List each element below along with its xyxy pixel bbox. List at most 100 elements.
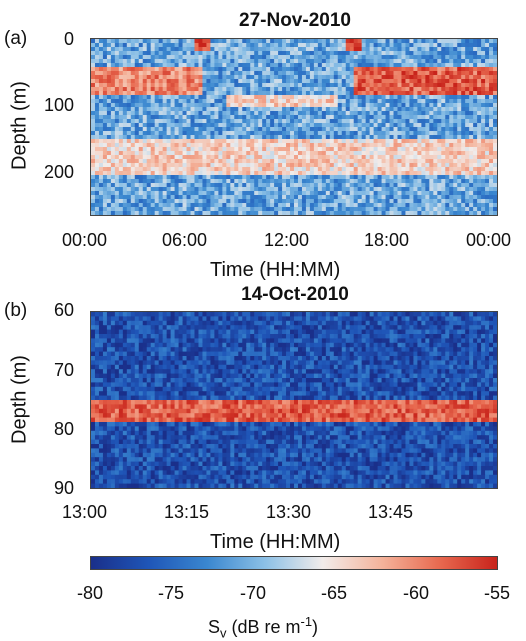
heatmap-cell — [238, 203, 243, 208]
heatmap-cell — [226, 329, 231, 335]
heatmap-cell — [481, 131, 486, 136]
heatmap-cell — [349, 47, 355, 52]
heatmap-cell — [270, 191, 275, 196]
heatmap-cell — [190, 199, 196, 204]
heatmap-cell — [413, 67, 418, 72]
heatmap-cell — [325, 191, 331, 196]
heatmap-cell — [258, 312, 263, 317]
heatmap-cell — [186, 91, 192, 96]
heatmap-cell — [377, 107, 383, 112]
heatmap-cell — [270, 39, 275, 44]
heatmap-cell — [413, 167, 418, 172]
heatmap-cell — [481, 71, 486, 76]
heatmap-cell — [198, 91, 204, 96]
heatmap-cell — [222, 63, 227, 68]
heatmap-cell — [305, 123, 311, 128]
heatmap-cell — [266, 171, 271, 176]
heatmap-cell — [401, 187, 407, 192]
heatmap-cell — [266, 79, 271, 84]
heatmap-cell — [441, 39, 446, 44]
heatmap-cell — [110, 59, 116, 64]
heatmap-cell — [102, 211, 108, 215]
heatmap-cell — [469, 147, 474, 152]
heatmap-cell — [158, 39, 164, 44]
heatmap-cell — [449, 83, 454, 88]
heatmap-cell — [453, 67, 458, 72]
heatmap-cell — [309, 55, 315, 60]
heatmap-cell — [489, 207, 494, 212]
heatmap-cell — [138, 143, 144, 148]
heatmap-cell — [389, 179, 395, 184]
heatmap-cell — [445, 119, 450, 124]
heatmap-cell — [337, 139, 343, 144]
heatmap-cell — [325, 63, 331, 68]
heatmap-cell — [218, 59, 223, 64]
heatmap-cell — [194, 163, 200, 168]
heatmap-cell — [198, 329, 204, 335]
heatmap-cell — [389, 139, 395, 144]
heatmap-cell — [106, 115, 112, 120]
heatmap-cell — [413, 183, 418, 188]
heatmap-cell — [297, 151, 303, 156]
heatmap-cell — [210, 39, 215, 44]
heatmap-cell — [262, 167, 267, 172]
heatmap-cell — [477, 187, 482, 192]
heatmap-cell — [481, 111, 486, 116]
heatmap-cell — [461, 191, 466, 196]
heatmap-cell — [369, 79, 375, 84]
heatmap-cell — [461, 163, 466, 168]
heatmap-cell — [258, 175, 263, 180]
heatmap-cell — [218, 183, 223, 188]
heatmap-cell — [250, 43, 255, 48]
heatmap-cell — [170, 131, 176, 136]
heatmap-cell — [102, 63, 108, 68]
heatmap-cell — [158, 115, 164, 120]
heatmap-cell — [417, 87, 422, 92]
heatmap-cell — [305, 83, 311, 88]
heatmap-cell — [469, 159, 474, 164]
heatmap-cell — [449, 179, 454, 184]
heatmap-cell — [477, 163, 482, 168]
heatmap-cell — [313, 325, 319, 331]
heatmap-cell — [158, 107, 164, 112]
heatmap-cell — [262, 79, 267, 84]
heatmap-cell — [162, 320, 168, 326]
heatmap-cell — [297, 312, 303, 317]
heatmap-cell — [262, 203, 267, 208]
heatmap-cell — [465, 99, 470, 104]
heatmap-cell — [405, 179, 411, 184]
heatmap-cell — [377, 119, 383, 124]
heatmap-cell — [353, 195, 359, 200]
heatmap-cell — [106, 147, 112, 152]
heatmap-cell — [242, 211, 247, 215]
heatmap-cell — [202, 119, 208, 124]
heatmap-cell — [413, 79, 418, 84]
heatmap-cell — [214, 63, 219, 68]
heatmap-cell — [469, 83, 474, 88]
heatmap-cell — [154, 163, 160, 168]
heatmap-cell — [309, 207, 315, 212]
heatmap-cell — [134, 39, 140, 44]
heatmap-cell — [122, 325, 128, 331]
heatmap-cell — [481, 127, 486, 132]
heatmap-cell — [194, 51, 200, 56]
heatmap-cell — [166, 151, 172, 156]
heatmap-cell — [230, 171, 235, 176]
heatmap-cell — [361, 67, 367, 72]
heatmap-cell — [218, 135, 223, 140]
heatmap-cell — [477, 135, 482, 140]
heatmap-cell — [449, 75, 454, 80]
heatmap-cell — [198, 159, 204, 164]
heatmap-cell — [234, 91, 239, 96]
heatmap-cell — [485, 175, 490, 180]
heatmap-cell — [266, 103, 271, 108]
heatmap-cell — [477, 203, 482, 208]
heatmap-cell — [162, 207, 168, 212]
heatmap-cell — [230, 329, 235, 335]
heatmap-cell — [258, 320, 263, 326]
heatmap-cell — [421, 107, 426, 112]
heatmap-cell — [150, 43, 156, 48]
heatmap-cell — [353, 119, 359, 124]
heatmap-cell — [238, 63, 243, 68]
heatmap-cell — [481, 207, 486, 212]
